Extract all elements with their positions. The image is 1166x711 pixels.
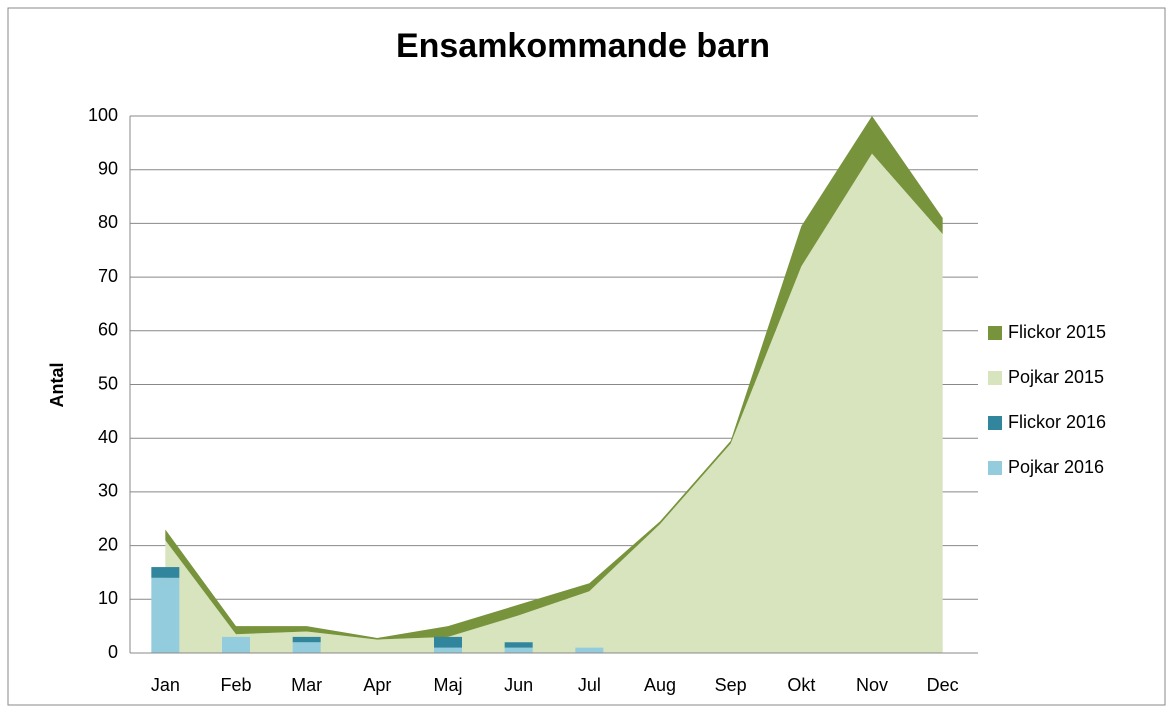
x-tick-label: Jan: [151, 675, 180, 695]
legend-label: Pojkar 2015: [1008, 367, 1104, 387]
legend-swatch: [988, 461, 1002, 475]
y-tick-label: 70: [98, 266, 118, 286]
x-tick-label: Dec: [927, 675, 959, 695]
legend-swatch: [988, 371, 1002, 385]
y-tick-label: 20: [98, 534, 118, 554]
bar: [434, 636, 462, 648]
bar: [504, 642, 533, 648]
y-tick-label: 90: [98, 158, 118, 178]
legend-swatch: [988, 416, 1002, 430]
x-tick-label: Mar: [291, 675, 322, 695]
x-tick-label: Jul: [578, 675, 601, 695]
y-tick-label: 0: [108, 642, 118, 662]
y-tick-label: 50: [98, 373, 118, 393]
bar: [292, 642, 321, 653]
x-tick-label: Maj: [433, 675, 462, 695]
x-tick-label: Jun: [504, 675, 533, 695]
legend-swatch: [988, 326, 1002, 340]
y-axis-title: Antal: [47, 363, 67, 408]
y-tick-label: 10: [98, 588, 118, 608]
area: [165, 153, 943, 653]
y-tick-label: 60: [98, 320, 118, 340]
x-tick-label: Sep: [715, 675, 747, 695]
y-tick-label: 30: [98, 481, 118, 501]
legend-label: Flickor 2015: [1008, 322, 1106, 342]
y-tick-label: 40: [98, 427, 118, 447]
x-tick-label: Apr: [363, 675, 391, 695]
y-tick-label: 80: [98, 212, 118, 232]
legend-label: Pojkar 2016: [1008, 457, 1104, 477]
chart-title: Ensamkommande barn: [396, 27, 770, 65]
x-tick-label: Feb: [220, 675, 251, 695]
bar: [222, 636, 250, 653]
bar: [504, 647, 533, 653]
x-tick-label: Aug: [644, 675, 676, 695]
bar: [434, 647, 462, 653]
legend-label: Flickor 2016: [1008, 412, 1106, 432]
y-tick-label: 100: [88, 105, 118, 125]
bar: [575, 647, 604, 653]
bar: [151, 567, 180, 578]
x-tick-label: Okt: [787, 675, 815, 695]
x-tick-label: Nov: [856, 675, 888, 695]
bar: [151, 577, 180, 653]
bar: [292, 636, 321, 643]
